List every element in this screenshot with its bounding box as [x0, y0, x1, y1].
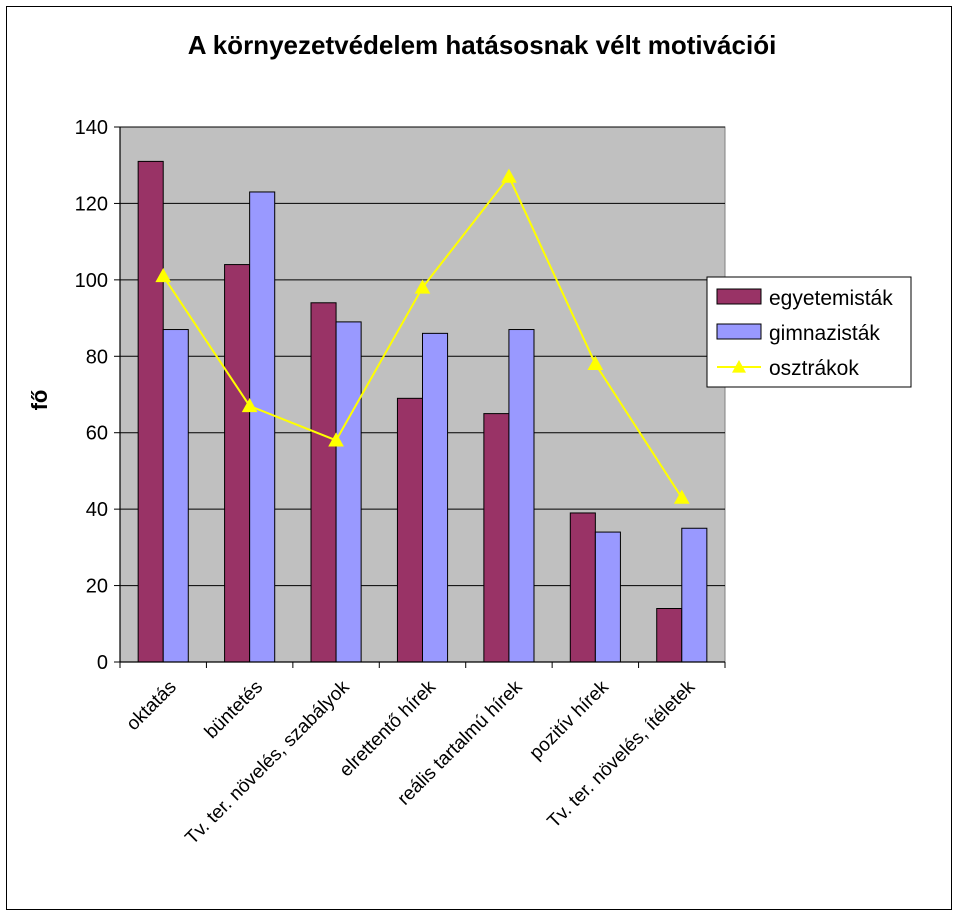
y-tick-label: 140 — [75, 117, 108, 139]
bar-egyetemisták-6 — [656, 608, 683, 663]
bar-gimnazisták-2 — [335, 321, 362, 663]
bar-egyetemisták-3 — [396, 397, 423, 663]
bars — [137, 160, 708, 663]
bar-egyetemisták-0 — [137, 160, 164, 663]
x-tick-label: Tv. ter. növelés, ítéletek — [544, 676, 700, 832]
y-tick-label: 80 — [86, 346, 108, 368]
y-tick-label: 100 — [75, 270, 108, 292]
legend-label: osztrákok — [769, 357, 859, 380]
legend-swatch — [716, 288, 762, 305]
line-series — [155, 168, 690, 504]
x-tick-label: pozitív hírek — [526, 676, 614, 764]
y-axis-label: fő — [27, 390, 52, 411]
x-tick-label: Tv. ter. növelés, szabályok — [181, 676, 354, 849]
bar-gimnazisták-1 — [249, 191, 276, 663]
bar-egyetemisták-1 — [224, 264, 251, 663]
y-tick-label: 60 — [86, 423, 108, 445]
bar-gimnazisták-6 — [681, 527, 708, 663]
chart-title: A környezetvédelem hatásosnak vélt motiv… — [188, 30, 777, 60]
axes — [114, 126, 726, 668]
y-tick-label: 120 — [75, 193, 108, 215]
legend-label: egyetemisták — [769, 287, 893, 310]
legend: egyetemisták gimnazisták osztrákok — [706, 276, 912, 388]
bar-gimnazisták-3 — [422, 332, 449, 663]
x-tick-label: oktatás — [123, 677, 181, 735]
marker-osztrákok-4 — [501, 168, 517, 183]
bar-egyetemisták-4 — [483, 413, 510, 663]
bar-gimnazisták-4 — [508, 329, 535, 663]
bar-egyetemisták-5 — [569, 512, 596, 663]
legend-marker — [732, 360, 746, 373]
chart-svg: A környezetvédelem hatásosnak vélt motiv… — [27, 30, 912, 849]
marker-osztrákok-6 — [673, 489, 690, 504]
chart-frame: A környezetvédelem hatásosnak vélt motiv… — [6, 6, 952, 910]
marker-osztrákok-5 — [587, 355, 604, 371]
marker-osztrákok-2 — [328, 432, 344, 447]
x-tick-label: büntetés — [201, 677, 267, 743]
marker-osztrákok-1 — [241, 397, 258, 413]
legend-label: gimnazisták — [769, 322, 880, 345]
bar-egyetemisták-2 — [310, 302, 337, 663]
y-tick-label: 20 — [86, 576, 108, 598]
marker-osztrákok-0 — [155, 268, 172, 283]
y-tick-labels: 0 20 40 60 80 100 120 140 — [75, 117, 108, 674]
legend-swatch — [716, 323, 762, 340]
y-tick-label: 0 — [97, 652, 108, 674]
bar-gimnazisták-5 — [594, 531, 621, 663]
bar-gimnazisták-0 — [162, 329, 189, 663]
y-tick-label: 40 — [86, 499, 108, 521]
marker-osztrákok-3 — [414, 279, 431, 294]
